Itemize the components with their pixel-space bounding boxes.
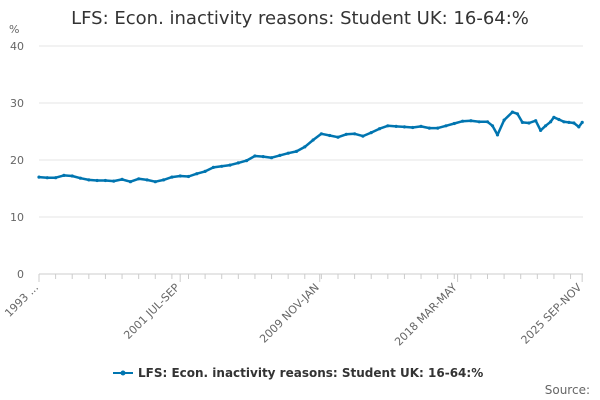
data-point[interactable]	[361, 134, 365, 138]
data-point[interactable]	[328, 133, 332, 138]
data-point[interactable]	[452, 121, 456, 126]
data-point[interactable]	[419, 124, 423, 128]
data-point[interactable]	[534, 119, 538, 123]
data-point[interactable]	[37, 175, 41, 179]
data-point[interactable]	[137, 177, 141, 181]
data-point[interactable]	[286, 151, 290, 155]
data-point[interactable]	[520, 120, 525, 124]
data-point[interactable]	[303, 145, 307, 149]
data-point[interactable]	[353, 132, 357, 136]
data-point[interactable]	[220, 164, 224, 168]
data-point[interactable]	[549, 120, 553, 124]
data-point[interactable]	[162, 178, 166, 182]
data-point[interactable]	[552, 115, 556, 119]
data-point[interactable]	[228, 163, 232, 167]
data-point[interactable]	[572, 121, 576, 125]
data-point[interactable]	[495, 133, 500, 137]
data-point[interactable]	[427, 126, 431, 130]
data-point[interactable]	[477, 120, 481, 124]
data-point[interactable]	[411, 125, 415, 130]
data-point[interactable]	[278, 153, 282, 157]
data-point[interactable]	[170, 175, 174, 179]
x-tick-label: 2018 MAR-MAY	[392, 281, 460, 349]
legend-marker-icon	[120, 370, 126, 376]
data-point[interactable]	[70, 174, 74, 178]
data-point[interactable]	[402, 125, 406, 129]
data-point[interactable]	[461, 119, 465, 123]
data-point[interactable]	[344, 132, 348, 136]
data-point[interactable]	[567, 120, 571, 124]
y-axis-unit-label: %	[9, 23, 19, 36]
data-point[interactable]	[211, 165, 215, 169]
data-point[interactable]	[186, 174, 191, 179]
x-tick-labels: 1993 ... 2001 JUL-SEP 2009 NOV-JAN 2018 MAR…	[2, 281, 584, 349]
data-point[interactable]	[444, 124, 448, 128]
data-point[interactable]	[377, 127, 382, 131]
data-point[interactable]	[103, 178, 107, 183]
data-point[interactable]	[510, 110, 514, 114]
chart-title: LFS: Econ. inactivity reasons: Student U…	[71, 8, 529, 29]
data-point[interactable]	[469, 119, 473, 123]
y-tick-labels: 0 10 20 30 40	[10, 40, 24, 281]
y-tick-label: 10	[10, 211, 24, 224]
grid-layer	[38, 45, 583, 282]
data-point[interactable]	[336, 135, 340, 139]
x-tick-label: 2001 JUL-SEP	[121, 281, 182, 342]
data-point[interactable]	[544, 124, 548, 128]
x-tick-label: 2025 SEP-NOV	[519, 281, 585, 347]
series-line[interactable]	[38, 110, 584, 183]
data-point[interactable]	[54, 176, 58, 180]
data-point[interactable]	[78, 176, 83, 180]
data-point[interactable]	[580, 120, 584, 124]
data-point[interactable]	[87, 178, 91, 182]
series-layer	[37, 110, 584, 184]
data-point[interactable]	[294, 149, 299, 153]
data-point[interactable]	[195, 172, 199, 176]
data-point[interactable]	[128, 180, 132, 184]
data-point[interactable]	[145, 178, 149, 182]
legend-label: LFS: Econ. inactivity reasons: Student U…	[138, 366, 483, 380]
y-tick-label: 20	[10, 154, 24, 167]
data-point[interactable]	[269, 156, 274, 160]
x-tick-label: 1993 ...	[2, 281, 41, 320]
data-point[interactable]	[153, 180, 157, 184]
data-point[interactable]	[253, 154, 257, 158]
legend[interactable]: LFS: Econ. inactivity reasons: Student U…	[113, 366, 483, 380]
data-point[interactable]	[236, 161, 240, 165]
source-label: Source:	[545, 383, 590, 397]
data-point[interactable]	[502, 118, 506, 122]
data-point[interactable]	[369, 131, 373, 135]
data-point[interactable]	[436, 126, 440, 130]
data-point[interactable]	[95, 178, 99, 183]
data-point[interactable]	[45, 176, 49, 180]
data-point[interactable]	[386, 124, 390, 128]
x-tick-label: 2009 NOV-JAN	[257, 281, 322, 346]
data-point[interactable]	[245, 159, 249, 163]
data-point[interactable]	[261, 155, 265, 159]
data-point[interactable]	[485, 120, 490, 124]
data-point[interactable]	[557, 117, 561, 122]
y-tick-label: 40	[10, 40, 24, 53]
data-point[interactable]	[515, 112, 520, 116]
data-point[interactable]	[562, 120, 566, 124]
data-point[interactable]	[319, 132, 323, 136]
data-point[interactable]	[120, 177, 124, 181]
data-point[interactable]	[203, 169, 207, 173]
data-point[interactable]	[112, 179, 116, 183]
y-tick-label: 30	[10, 97, 24, 110]
data-point[interactable]	[527, 121, 531, 125]
data-point[interactable]	[577, 125, 581, 129]
data-point[interactable]	[394, 124, 398, 128]
data-point[interactable]	[539, 128, 543, 132]
data-point[interactable]	[490, 124, 495, 128]
data-point[interactable]	[178, 174, 182, 178]
data-point[interactable]	[62, 173, 66, 177]
y-tick-label: 0	[17, 268, 24, 281]
data-point[interactable]	[311, 138, 315, 142]
